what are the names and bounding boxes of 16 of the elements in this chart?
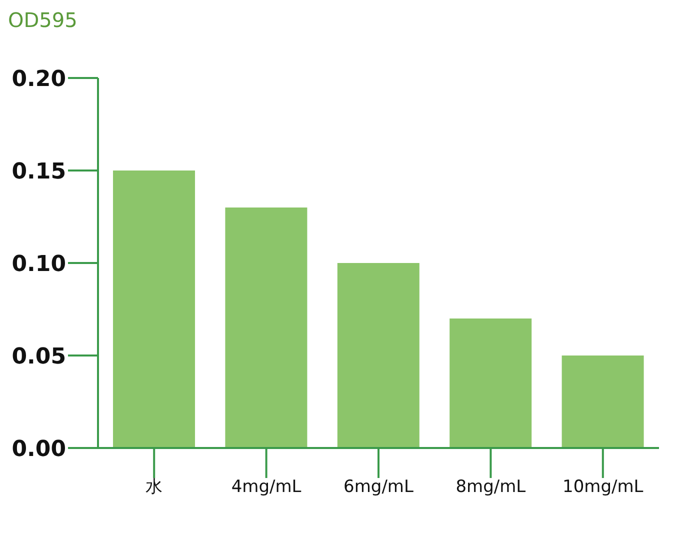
- y-tick-label: 0.00: [12, 436, 66, 462]
- bar: [562, 356, 644, 448]
- x-tick-label: 10mg/mL: [562, 477, 644, 498]
- x-tick-label: 水: [146, 477, 163, 498]
- x-tick-label: 6mg/mL: [344, 477, 414, 498]
- bar: [337, 263, 420, 448]
- y-tick-label: 0.15: [12, 159, 66, 184]
- x-tick-label: 4mg/mL: [231, 477, 302, 498]
- y-tick-label: 0.20: [12, 66, 66, 92]
- y-tick-label: 0.05: [12, 344, 66, 370]
- x-tick-label: 8mg/mL: [456, 477, 526, 498]
- y-tick-label: 0.10: [12, 252, 66, 277]
- bar: [225, 208, 308, 448]
- bar: [450, 318, 532, 448]
- y-axis-title: OD595: [8, 8, 78, 32]
- bar: [113, 170, 195, 448]
